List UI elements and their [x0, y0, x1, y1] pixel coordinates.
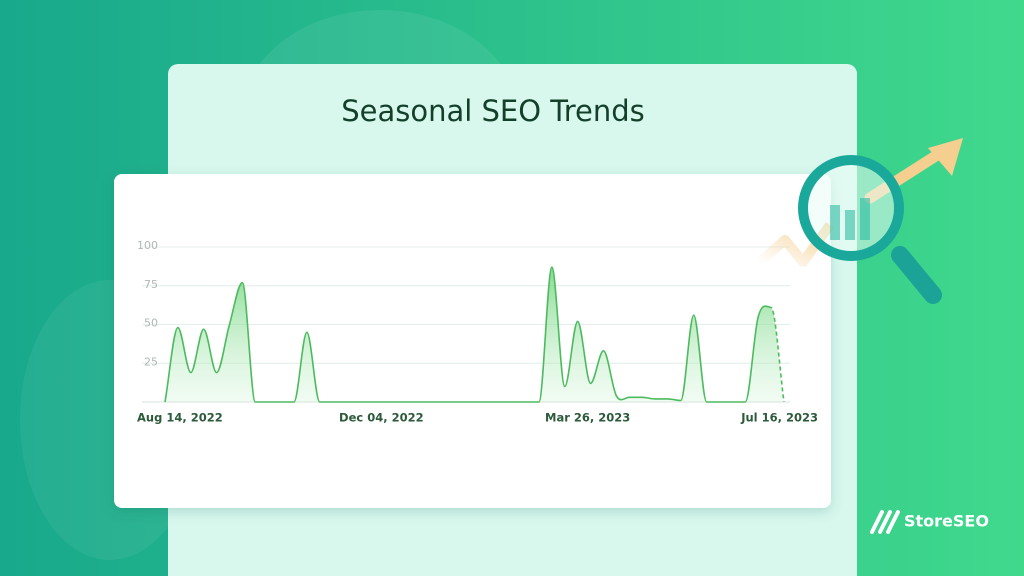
x-tick-label: Dec 04, 2022 — [339, 411, 424, 425]
brand-name: StoreSEO — [904, 512, 989, 531]
chart-card — [114, 174, 831, 508]
y-tick-label: 25 — [144, 355, 158, 368]
decoration — [756, 138, 963, 304]
line — [164, 266, 785, 403]
chart-title: Seasonal SEO Trends — [341, 94, 645, 128]
y-tick-label: 75 — [144, 278, 158, 291]
brand-logo: StoreSEO — [870, 510, 989, 534]
y-tick-label: 100 — [137, 239, 158, 252]
plot: 25 50 75 100 Aug 14, 2022 Dec 04, 2022 Mar 26,… — [137, 239, 818, 425]
y-tick-label: 50 — [144, 317, 158, 330]
area — [165, 267, 784, 402]
x-tick-label: Mar 26, 2023 — [545, 411, 630, 425]
x-tick-label: Jul 16, 2023 — [740, 411, 818, 425]
x-tick-label: Aug 14, 2022 — [137, 411, 223, 425]
